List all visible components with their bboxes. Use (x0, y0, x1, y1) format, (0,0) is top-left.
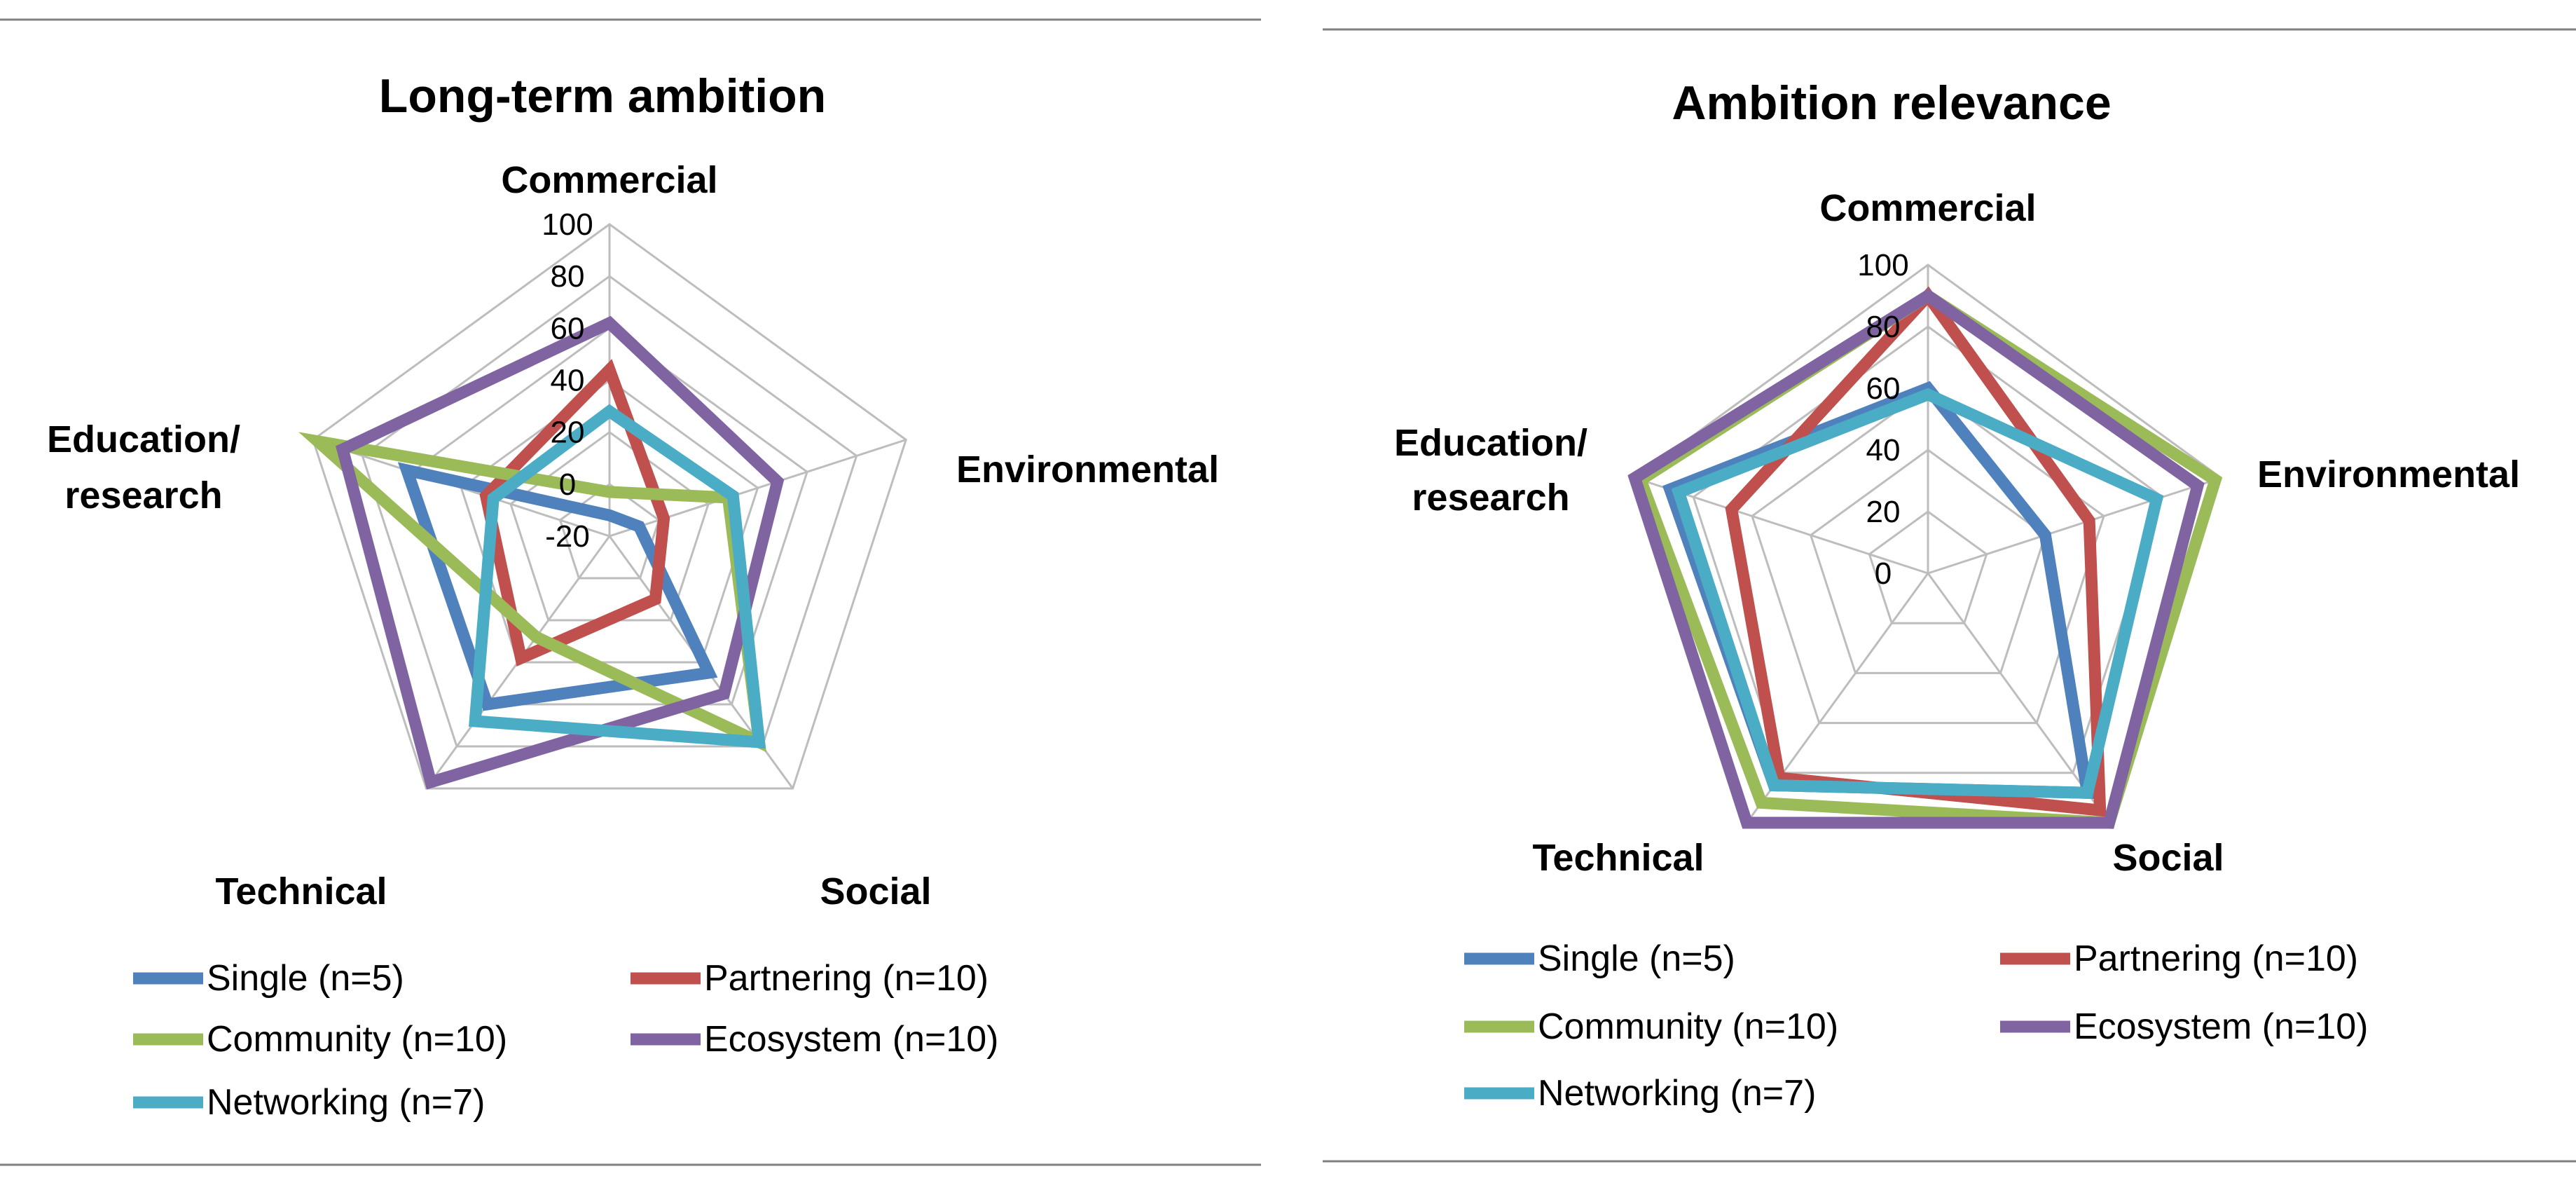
axis-label: Education/research (1394, 422, 1587, 519)
chart-title: Long-term ambition (379, 69, 826, 123)
axis-label: Environmental (956, 449, 1219, 491)
tick-label: 80 (551, 259, 585, 294)
legend-item: Partnering (n=10) (2000, 938, 2358, 979)
legend-item: Single (n=5) (133, 958, 404, 999)
legend-item: Networking (n=7) (133, 1082, 485, 1123)
tick-label: 80 (1866, 310, 1901, 344)
tick-label: 60 (551, 311, 585, 346)
legend-label: Community (n=10) (207, 1019, 507, 1060)
legend-label: Single (n=5) (1538, 938, 1735, 979)
legend: Single (n=5) Partnering (n=10) Community (… (1464, 938, 2369, 1114)
legend-item: Ecosystem (n=10) (631, 1019, 999, 1060)
axis-labels: Commercial Environmental Social Technical Ed… (1394, 187, 2520, 879)
axis-label: Commercial (501, 159, 717, 201)
series-line (336, 315, 785, 790)
series-line (469, 404, 766, 749)
tick-label: -20 (545, 519, 590, 554)
axis-label: Social (2112, 837, 2224, 879)
series-line (298, 432, 766, 753)
long-term-ambition-chart: Long-term ambition -20020406080100Commer… (47, 69, 1219, 1123)
legend-label: Community (n=10) (1538, 1006, 1838, 1047)
axis-label: Social (820, 870, 931, 912)
tick-label: 20 (551, 416, 585, 450)
axis-label: Technical (1532, 837, 1704, 879)
grid-ring (1868, 510, 1988, 624)
axis-spoke (1927, 573, 2110, 823)
legend-item: Partnering (n=10) (631, 958, 989, 999)
legend-label: Networking (n=7) (1538, 1073, 1816, 1114)
tick-labels: -20 0 20 40 60 80 100 (542, 207, 593, 554)
tick-label: 100 (542, 207, 593, 242)
grid (312, 223, 907, 790)
ambition-relevance-chart: Ambition relevance 020406080100Commercia… (1394, 76, 2520, 1114)
axis-label: Environmental (2257, 453, 2520, 495)
legend-label: Ecosystem (n=10) (2074, 1006, 2369, 1047)
tick-label: 100 (1857, 248, 1908, 282)
axis-spoke (1927, 477, 2222, 575)
grid-ring (411, 327, 808, 706)
series-line (1627, 288, 2205, 829)
axis-label: Education/research (47, 418, 240, 517)
series-group (298, 315, 785, 790)
chart-title: Ambition relevance (1672, 76, 2111, 130)
axis-label: Technical (215, 870, 387, 912)
grid-ring (312, 223, 907, 790)
legend-label: Partnering (n=10) (2074, 938, 2358, 979)
grid-ring (558, 482, 661, 580)
legend-item: Community (n=10) (1464, 1006, 1838, 1047)
tick-label: 20 (1866, 495, 1901, 529)
tick-label: 40 (551, 364, 585, 398)
series-group (1627, 286, 2223, 829)
legend-item: Networking (n=7) (1464, 1073, 1816, 1114)
tick-label: 0 (559, 467, 576, 502)
tick-label: 60 (1866, 371, 1901, 406)
series-line (397, 462, 718, 711)
grid-ring (1809, 449, 2047, 674)
tick-label: 0 (1875, 556, 1892, 591)
axis-labels: Commercial Environmental Social Technical Ed… (47, 159, 1219, 912)
legend-label: Partnering (n=10) (704, 958, 989, 999)
legend-label: Single (n=5) (207, 958, 404, 999)
tick-labels: 0 20 40 60 80 100 (1857, 248, 1908, 591)
legend-item: Community (n=10) (133, 1019, 507, 1060)
legend-item: Ecosystem (n=10) (2000, 1006, 2369, 1047)
tick-label: 40 (1866, 433, 1901, 467)
legend-item: Single (n=5) (1464, 938, 1735, 979)
series-line (1671, 388, 2164, 799)
legend-label: Networking (n=7) (207, 1082, 485, 1123)
legend: Single (n=5) Partnering (n=10) Community (… (133, 958, 999, 1123)
legend-label: Ecosystem (n=10) (704, 1019, 999, 1060)
axis-label: Commercial (1819, 187, 2036, 229)
